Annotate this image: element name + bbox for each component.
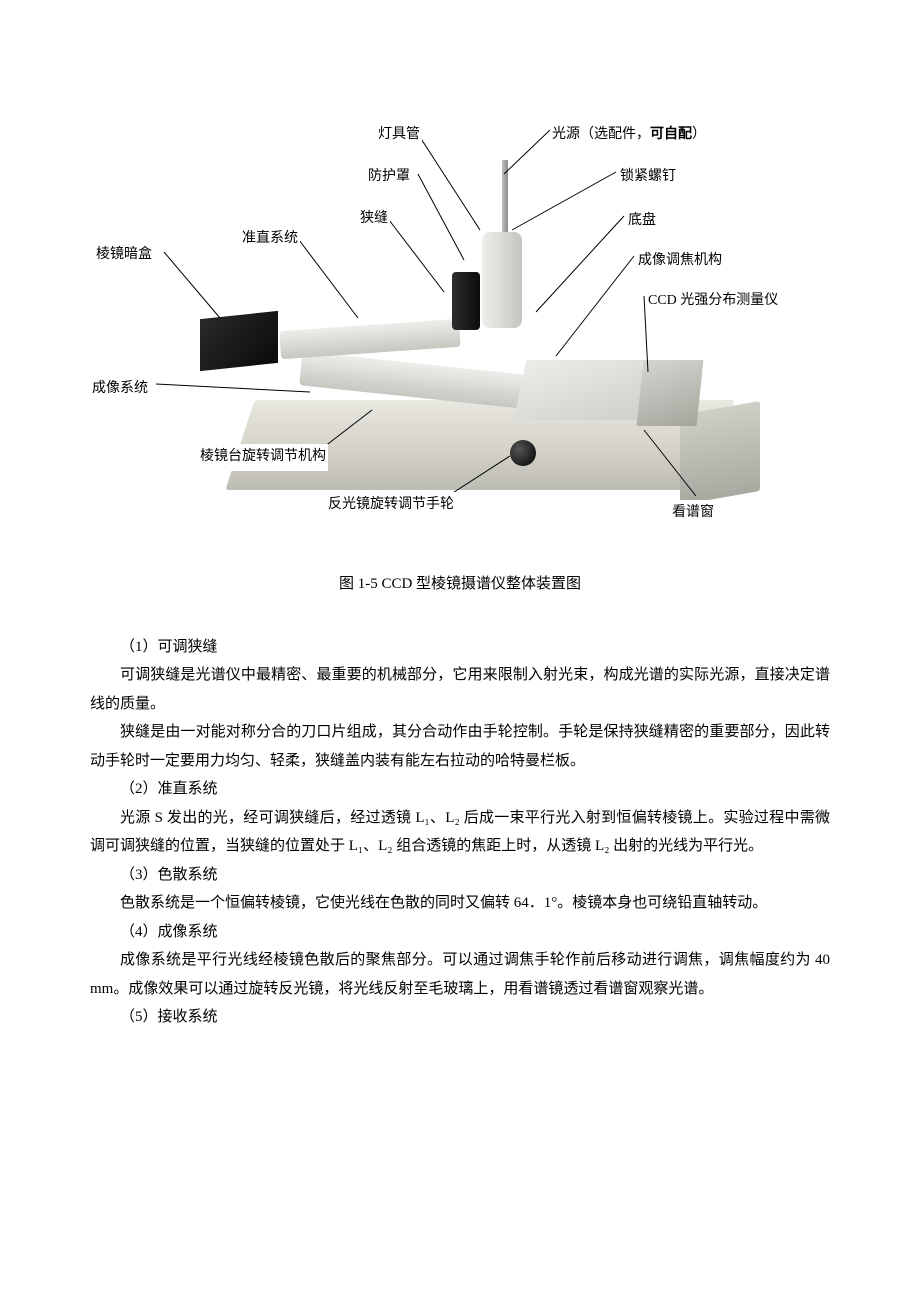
section-4-heading: （4）成像系统 xyxy=(90,918,830,947)
label-light-source-prefix: 光源（选配件， xyxy=(552,127,650,142)
section-1-para-2: 狭缝是由一对能对称分合的刀口片组成，其分合动作由手轮控制。手轮是保持狭缝精密的重… xyxy=(90,718,830,775)
label-mirror-knob: 反光镜旋转调节手轮 xyxy=(326,492,456,519)
mirror-knob xyxy=(510,440,536,466)
label-base-plate: 底盘 xyxy=(626,208,658,235)
ccd-unit xyxy=(637,360,704,426)
section-3-para-1: 色散系统是一个恒偏转棱镜，它使光线在色散的同时又偏转 64．1°。棱镜本身也可绕… xyxy=(90,889,830,918)
section-2-para-1: 光源 S 发出的光，经可调狭缝后，经过透镜 L₁、L₂ 后成一束平行光入射到恒偏… xyxy=(90,804,830,861)
section-5-heading: （5）接收系统 xyxy=(90,1003,830,1032)
section-2-heading: （2）准直系统 xyxy=(90,775,830,804)
section-1-para-1: 可调狭缝是光谱仪中最精密、最重要的机械部分，它用来限制入射光束，构成光谱的实际光… xyxy=(90,661,830,718)
label-lock-screw: 锁紧螺钉 xyxy=(618,164,678,191)
figure-caption: 图 1-5 CCD 型棱镜摄谱仪整体装置图 xyxy=(90,570,830,599)
label-ccd-meter: CCD 光强分布测量仪 xyxy=(646,288,780,315)
label-lamp-tube: 灯具管 xyxy=(376,122,422,149)
section-4-para-1: 成像系统是平行光线经棱镜色散后的聚焦部分。可以通过调焦手轮作前后移动进行调焦，调… xyxy=(90,946,830,1003)
label-collimation: 准直系统 xyxy=(240,226,300,253)
label-focusing-mech: 成像调焦机构 xyxy=(636,248,724,275)
label-spectrum-window: 看谱窗 xyxy=(670,500,716,527)
lamp-cylinder xyxy=(482,232,522,328)
label-guard-cover: 防护罩 xyxy=(366,164,412,191)
label-light-source-bold: 可自配 xyxy=(650,127,692,142)
section-3-heading: （3）色散系统 xyxy=(90,861,830,890)
label-prism-darkbox: 棱镜暗盒 xyxy=(94,242,154,269)
section-1-heading: （1）可调狭缝 xyxy=(90,633,830,662)
label-imaging-system: 成像系统 xyxy=(90,376,150,403)
label-prism-stage-adjust: 棱镜台旋转调节机构 xyxy=(198,444,328,471)
collimation-tube xyxy=(279,319,461,359)
label-slit: 狭缝 xyxy=(358,206,390,233)
guard-cover xyxy=(452,272,480,330)
label-light-source: 光源（选配件，可自配） xyxy=(550,122,708,149)
label-light-source-suffix: ） xyxy=(692,127,706,142)
prism-darkbox xyxy=(200,311,278,371)
figure-1-5: 灯具管 光源（选配件，可自配） 防护罩 锁紧螺钉 狭缝 底盘 准直系统 棱镜暗盒… xyxy=(90,100,830,540)
focus-block xyxy=(514,360,657,420)
